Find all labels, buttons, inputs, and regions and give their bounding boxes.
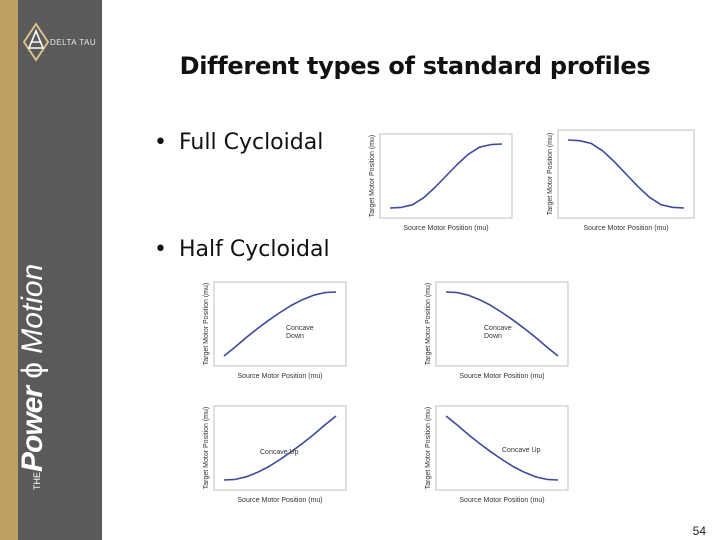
y-axis-label: Target Motor Position (mu) [203,283,210,365]
page-number: 54 [692,524,706,538]
profile-curve [389,143,503,209]
profile-curve [223,415,337,481]
profile-plot-svg: Source Motor Position (mu) Target Motor P… [425,281,569,380]
bullet-label: Full Cycloidal [178,130,324,155]
logo-text: DELTA TAU [50,38,97,47]
plot-frame [435,405,569,491]
y-axis-label: Target Motor Position (mu) [547,133,554,215]
half-cycloidal-fall-concave-down-plot: Source Motor Position (mu) Target Motor P… [418,274,578,382]
plot-frame [213,405,347,491]
slide-title: Different types of standard profiles [179,52,651,80]
x-axis-label: Source Motor Position (mu) [459,497,544,504]
half-cycloidal-fall-concave-up-plot: Source Motor Position (mu) Target Motor P… [418,400,578,508]
curve-annotation: Concave Down [484,325,512,340]
x-axis-label: Source Motor Position (mu) [459,373,544,380]
y-axis-label: Target Motor Position (mu) [425,407,432,489]
delta-tau-logo-icon [22,22,50,62]
profile-curve [567,139,685,209]
y-axis-label: Target Motor Position (mu) [425,283,432,365]
tagline-the: THE [32,472,42,490]
profile-curve [445,415,559,481]
half-cycloidal-rise-concave-up-plot: Source Motor Position (mu) Target Motor P… [196,400,356,508]
plot-frame [213,281,347,367]
bullet-label: Half Cycloidal [178,237,330,262]
curve-annotation: Concave Up [260,449,299,456]
bullet-dot-icon: • [154,237,167,262]
bullet-full-cycloidal: • Full Cycloidal [154,130,323,155]
x-axis-label: Source Motor Position (mu) [237,497,322,504]
tagline-motion: Motion [16,263,49,354]
y-axis-label: Target Motor Position (mu) [369,135,376,217]
profile-curve [445,291,559,357]
profile-plot-svg: Source Motor Position (mu) Target Motor P… [203,405,347,504]
profile-plot-svg: Source Motor Position (mu) Target Motor P… [547,129,695,232]
x-axis-label: Source Motor Position (mu) [583,225,668,232]
full-cycloidal-rise-plot: Source Motor Position (mu) Target Motor P… [360,128,520,238]
profile-plot-svg: Source Motor Position (mu) Target Motor P… [369,133,513,232]
plot-frame [435,281,569,367]
y-axis-label: Target Motor Position (mu) [203,407,210,489]
profile-curve [223,291,337,357]
profile-plot-svg: Source Motor Position (mu) Target Motor P… [425,405,569,504]
full-cycloidal-fall-plot: Source Motor Position (mu) Target Motor P… [540,126,700,236]
phi-symbol-icon: ɸ [16,353,49,387]
profile-plot-svg: Source Motor Position (mu) Target Motor P… [203,281,347,380]
x-axis-label: Source Motor Position (mu) [403,225,488,232]
brand-tagline: THEPower ɸ Motion [16,264,50,490]
bullet-dot-icon: • [154,130,167,155]
brand-sidebar [18,0,102,540]
gold-accent-strip [0,0,18,540]
half-cycloidal-rise-concave-down-plot: Source Motor Position (mu) Target Motor P… [196,274,356,382]
curve-annotation: Concave Down [286,325,314,340]
bullet-half-cycloidal: • Half Cycloidal [154,237,330,262]
x-axis-label: Source Motor Position (mu) [237,373,322,380]
tagline-power: Power [16,386,49,472]
curve-annotation: Concave Up [502,447,541,454]
